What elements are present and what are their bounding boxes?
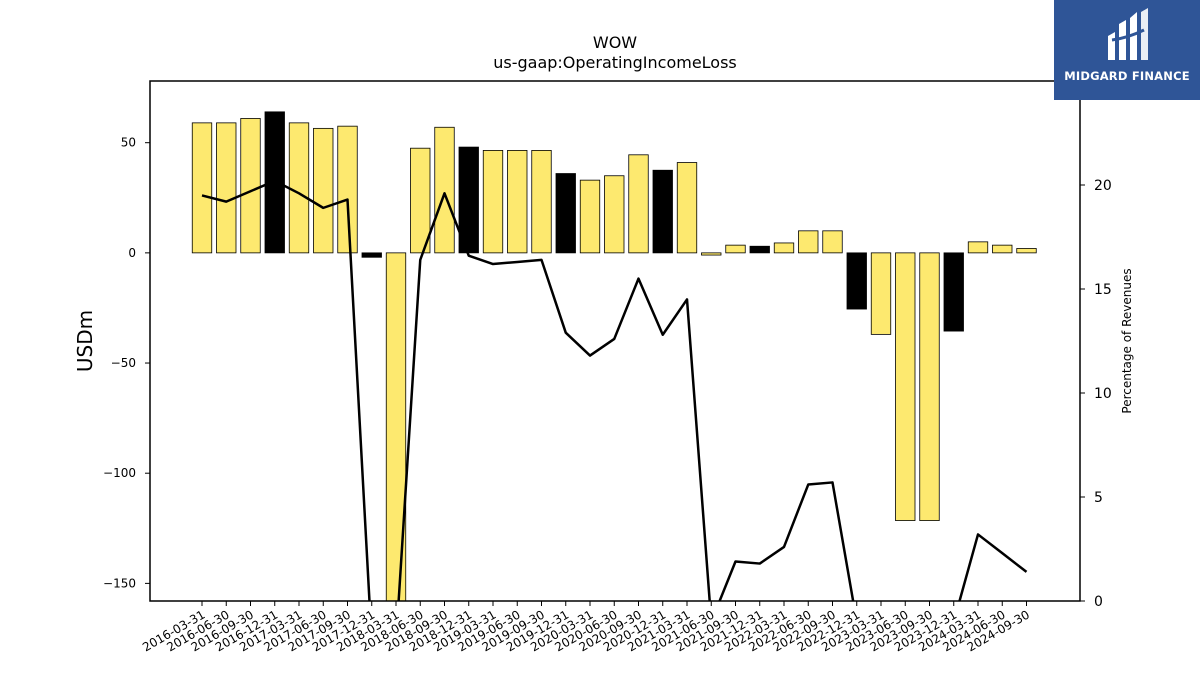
- y-tick-label: 0: [128, 246, 136, 260]
- bar-2024-06-30: [992, 244, 1013, 254]
- bar-2024-03-31: [967, 241, 989, 254]
- line-layer: [201, 179, 1028, 601]
- bar-2022-12-31: [846, 252, 867, 310]
- bar-2021-06-30: [701, 252, 722, 256]
- y2-tick-label: 15: [1094, 282, 1112, 298]
- bar-2021-12-31: [749, 245, 770, 254]
- pct-revenue-line: [201, 179, 1028, 601]
- plot-frame: [149, 80, 1081, 602]
- bar-2020-09-30: [628, 154, 649, 254]
- bar-2023-06-30: [895, 252, 916, 521]
- bar-2016-09-30: [240, 118, 261, 254]
- bar-2022-06-30: [798, 230, 819, 254]
- midgard-finance-logo: MIDGARD FINANCE: [1054, 0, 1200, 100]
- bar-2019-03-31: [482, 150, 504, 254]
- y2-tick-label: 0: [1094, 594, 1103, 610]
- bar-2022-03-31: [773, 242, 795, 254]
- bar-2017-12-31: [361, 252, 382, 258]
- y-tick-label: −100: [103, 466, 136, 480]
- bar-2017-06-30: [313, 127, 334, 254]
- y2-tick-label: 10: [1094, 386, 1112, 402]
- bar-2016-12-31: [264, 111, 285, 254]
- y-axis-label: USDm: [73, 310, 97, 372]
- bar-2017-09-30: [337, 125, 358, 254]
- bar-2021-03-31: [676, 162, 698, 254]
- y-tick-label: 50: [121, 136, 136, 150]
- axes-layer: 500−50−100−150051015202016-03-312016-06-…: [103, 80, 1112, 654]
- bar-2019-12-31: [555, 173, 576, 254]
- bar-2020-06-30: [604, 175, 625, 254]
- bar-2019-06-30: [507, 150, 528, 254]
- chart-subtitle: us-gaap:OperatingIncomeLoss: [493, 53, 737, 72]
- bar-2020-03-31: [579, 179, 601, 254]
- y2-tick-label: 5: [1094, 490, 1103, 506]
- y-tick-label: −150: [103, 576, 136, 590]
- bar-2023-12-31: [943, 252, 964, 332]
- midgard-logo-icon: [1108, 8, 1148, 60]
- y-axis-label-right: Percentage of Revenues: [1120, 268, 1134, 413]
- bar-2019-09-30: [531, 150, 552, 254]
- bar-2018-09-30: [434, 126, 455, 254]
- bar-2018-06-30: [410, 147, 431, 254]
- bar-2021-09-30: [725, 244, 746, 254]
- bar-2018-03-31: [385, 252, 407, 601]
- bar-2020-12-31: [652, 169, 673, 254]
- bar-2017-03-31: [288, 122, 310, 254]
- bar-2023-03-31: [870, 252, 892, 335]
- bar-2016-06-30: [216, 122, 237, 254]
- bar-2024-09-30: [1016, 248, 1037, 254]
- logo-text: MIDGARD FINANCE: [1064, 69, 1190, 83]
- y2-tick-label: 20: [1094, 178, 1112, 194]
- bar-2016-03-31: [191, 122, 213, 254]
- bar-2023-09-30: [919, 252, 940, 521]
- bars-layer: [191, 111, 1037, 601]
- y-tick-label: −50: [111, 356, 136, 370]
- chart-title: WOW: [593, 33, 637, 52]
- bar-2022-09-30: [822, 230, 843, 254]
